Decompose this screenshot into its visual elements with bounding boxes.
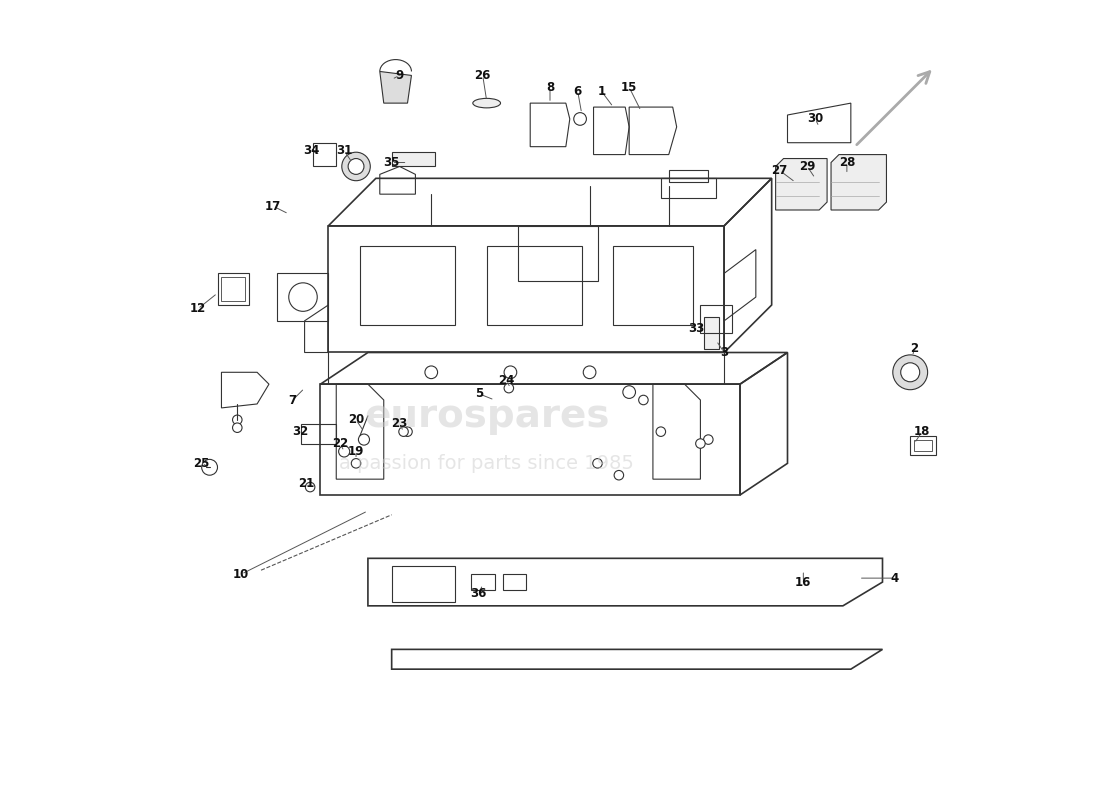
- Circle shape: [348, 158, 364, 174]
- Bar: [614, 246, 693, 325]
- Bar: [392, 566, 455, 602]
- Text: 34: 34: [302, 144, 319, 157]
- Text: 21: 21: [298, 477, 315, 490]
- Circle shape: [306, 482, 315, 492]
- Bar: [669, 170, 708, 182]
- Text: 17: 17: [265, 199, 280, 213]
- Circle shape: [656, 427, 666, 437]
- Text: 19: 19: [348, 445, 364, 458]
- Text: 12: 12: [189, 302, 206, 315]
- Bar: [701, 305, 733, 333]
- Text: eurospares: eurospares: [364, 397, 609, 435]
- Circle shape: [504, 383, 514, 393]
- Circle shape: [639, 395, 648, 405]
- Circle shape: [342, 152, 371, 181]
- Text: 2: 2: [910, 342, 918, 355]
- Bar: [914, 439, 932, 451]
- Text: 28: 28: [838, 156, 855, 169]
- Circle shape: [704, 435, 713, 444]
- Circle shape: [359, 434, 370, 445]
- Polygon shape: [830, 154, 887, 210]
- Text: 6: 6: [573, 85, 582, 98]
- Text: 23: 23: [392, 418, 408, 430]
- Bar: [471, 574, 495, 590]
- Text: 27: 27: [771, 164, 788, 177]
- Ellipse shape: [473, 98, 500, 108]
- Circle shape: [425, 366, 438, 378]
- Polygon shape: [379, 71, 411, 103]
- Bar: [704, 317, 718, 349]
- Text: 9: 9: [396, 69, 404, 82]
- Circle shape: [901, 362, 920, 382]
- Circle shape: [614, 470, 624, 480]
- Text: 4: 4: [890, 572, 899, 585]
- Text: 5: 5: [474, 387, 483, 400]
- Circle shape: [399, 427, 408, 437]
- Text: 25: 25: [194, 457, 210, 470]
- Text: 35: 35: [384, 156, 400, 169]
- Bar: [392, 152, 436, 166]
- Text: 36: 36: [471, 587, 487, 601]
- Bar: [300, 424, 337, 443]
- Circle shape: [351, 458, 361, 468]
- Circle shape: [623, 386, 636, 398]
- Text: 26: 26: [474, 69, 491, 82]
- Circle shape: [403, 427, 412, 437]
- Text: 3: 3: [720, 346, 728, 359]
- Text: 16: 16: [795, 575, 812, 589]
- Text: 20: 20: [348, 414, 364, 426]
- Circle shape: [232, 415, 242, 425]
- Text: 32: 32: [293, 425, 309, 438]
- Bar: [312, 142, 337, 166]
- Bar: [503, 574, 526, 590]
- Polygon shape: [776, 158, 827, 210]
- Bar: [661, 178, 716, 198]
- Text: 7: 7: [288, 394, 297, 406]
- Circle shape: [232, 423, 242, 433]
- Text: a passion for parts since 1985: a passion for parts since 1985: [339, 454, 634, 473]
- Circle shape: [695, 438, 705, 448]
- Circle shape: [339, 446, 350, 457]
- Circle shape: [893, 355, 927, 390]
- Text: 24: 24: [498, 374, 515, 386]
- Text: 10: 10: [233, 568, 250, 581]
- Bar: [360, 246, 455, 325]
- Circle shape: [593, 458, 603, 468]
- Text: 33: 33: [689, 322, 705, 335]
- Text: 15: 15: [621, 81, 637, 94]
- Text: 29: 29: [799, 160, 815, 173]
- Bar: [910, 436, 935, 455]
- Text: 30: 30: [807, 113, 823, 126]
- Circle shape: [583, 366, 596, 378]
- Circle shape: [504, 366, 517, 378]
- Bar: [221, 278, 245, 301]
- Circle shape: [574, 113, 586, 126]
- Text: 1: 1: [597, 85, 605, 98]
- Text: 22: 22: [332, 437, 349, 450]
- Circle shape: [201, 459, 218, 475]
- Text: 8: 8: [546, 81, 554, 94]
- Text: 31: 31: [336, 144, 352, 157]
- Bar: [486, 246, 582, 325]
- Text: 18: 18: [914, 425, 931, 438]
